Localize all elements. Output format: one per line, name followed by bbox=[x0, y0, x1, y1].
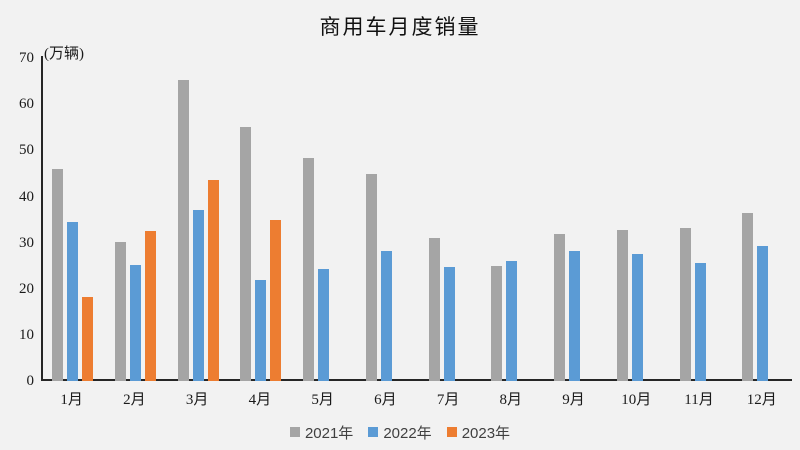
legend-item-3: 2023年 bbox=[446, 422, 511, 443]
x-label-month6: 6月 bbox=[374, 392, 397, 408]
x-label-month7: 7月 bbox=[436, 392, 460, 408]
bar-series3-month4 bbox=[270, 219, 282, 381]
y-axis-unit-label: (万辆) bbox=[44, 46, 84, 62]
bar-series2-month5 bbox=[318, 269, 330, 381]
bar-series2-month3 bbox=[192, 209, 204, 381]
y-tick-60: 60 bbox=[19, 96, 34, 113]
y-tick-10: 10 bbox=[19, 326, 34, 343]
legend-swatch-icon bbox=[289, 427, 300, 437]
y-tick-0: 0 bbox=[26, 373, 35, 389]
bar-series1-month12 bbox=[742, 212, 754, 381]
y-tick-40: 40 bbox=[19, 188, 34, 205]
bar-series2-month9 bbox=[569, 251, 581, 381]
legend-swatch-icon bbox=[368, 427, 379, 437]
x-label-month3: 3月 bbox=[185, 392, 209, 408]
x-label-month5: 5月 bbox=[311, 392, 334, 408]
legend-label: 2021年 bbox=[304, 424, 354, 442]
bar-series1-month1 bbox=[52, 169, 64, 381]
x-label-month2: 2月 bbox=[123, 392, 146, 408]
legend-label: 2022年 bbox=[383, 424, 432, 442]
x-axis-line bbox=[41, 379, 792, 381]
bar-series1-month3 bbox=[177, 80, 189, 381]
y-tick-20: 20 bbox=[19, 280, 34, 297]
bar-series1-month10 bbox=[616, 230, 628, 381]
x-label-month1: 1月 bbox=[60, 392, 83, 408]
y-tick-70: 70 bbox=[19, 50, 34, 67]
bar-series3-month3 bbox=[207, 180, 219, 381]
bar-series2-month1 bbox=[67, 221, 79, 381]
x-label-month10: 10月 bbox=[621, 392, 652, 408]
x-label-month8: 8月 bbox=[499, 392, 523, 408]
bar-series1-month2 bbox=[114, 241, 126, 381]
bar-series2-month10 bbox=[631, 253, 643, 381]
legend-item-1: 2021年 bbox=[289, 422, 354, 443]
bar-series1-month8 bbox=[491, 266, 503, 381]
bar-series3-month1 bbox=[82, 296, 94, 381]
bar-series1-month4 bbox=[240, 127, 252, 381]
bar-series2-month6 bbox=[380, 250, 392, 381]
bar-series1-month5 bbox=[303, 158, 315, 381]
legend: 2021年 2022年 2023年 bbox=[0, 421, 800, 443]
chart-title: 商用车月度销量 bbox=[319, 15, 481, 39]
bar-series2-month7 bbox=[443, 267, 455, 381]
x-label-month9: 9月 bbox=[562, 392, 585, 408]
x-label-month12: 12月 bbox=[746, 392, 777, 408]
bar-series2-month11 bbox=[694, 263, 706, 381]
bar-series1-month9 bbox=[554, 234, 566, 381]
x-label-month11: 11月 bbox=[684, 392, 714, 408]
legend-label: 2023年 bbox=[461, 424, 511, 442]
x-label-month4: 4月 bbox=[248, 392, 272, 408]
legend-item-2: 2022年 bbox=[368, 422, 432, 443]
bar-series1-month7 bbox=[428, 237, 440, 381]
legend-swatch-icon bbox=[446, 427, 457, 437]
bar-series1-month6 bbox=[365, 174, 377, 381]
bar-series2-month12 bbox=[757, 246, 769, 381]
bar-series1-month11 bbox=[679, 228, 691, 381]
y-tick-30: 30 bbox=[19, 234, 34, 251]
bar-series2-month2 bbox=[129, 265, 141, 381]
bar-series2-month4 bbox=[255, 280, 267, 381]
bar-series2-month8 bbox=[506, 261, 518, 381]
bar-series3-month2 bbox=[144, 231, 156, 381]
y-axis-line bbox=[41, 56, 43, 381]
y-tick-50: 50 bbox=[19, 142, 34, 159]
